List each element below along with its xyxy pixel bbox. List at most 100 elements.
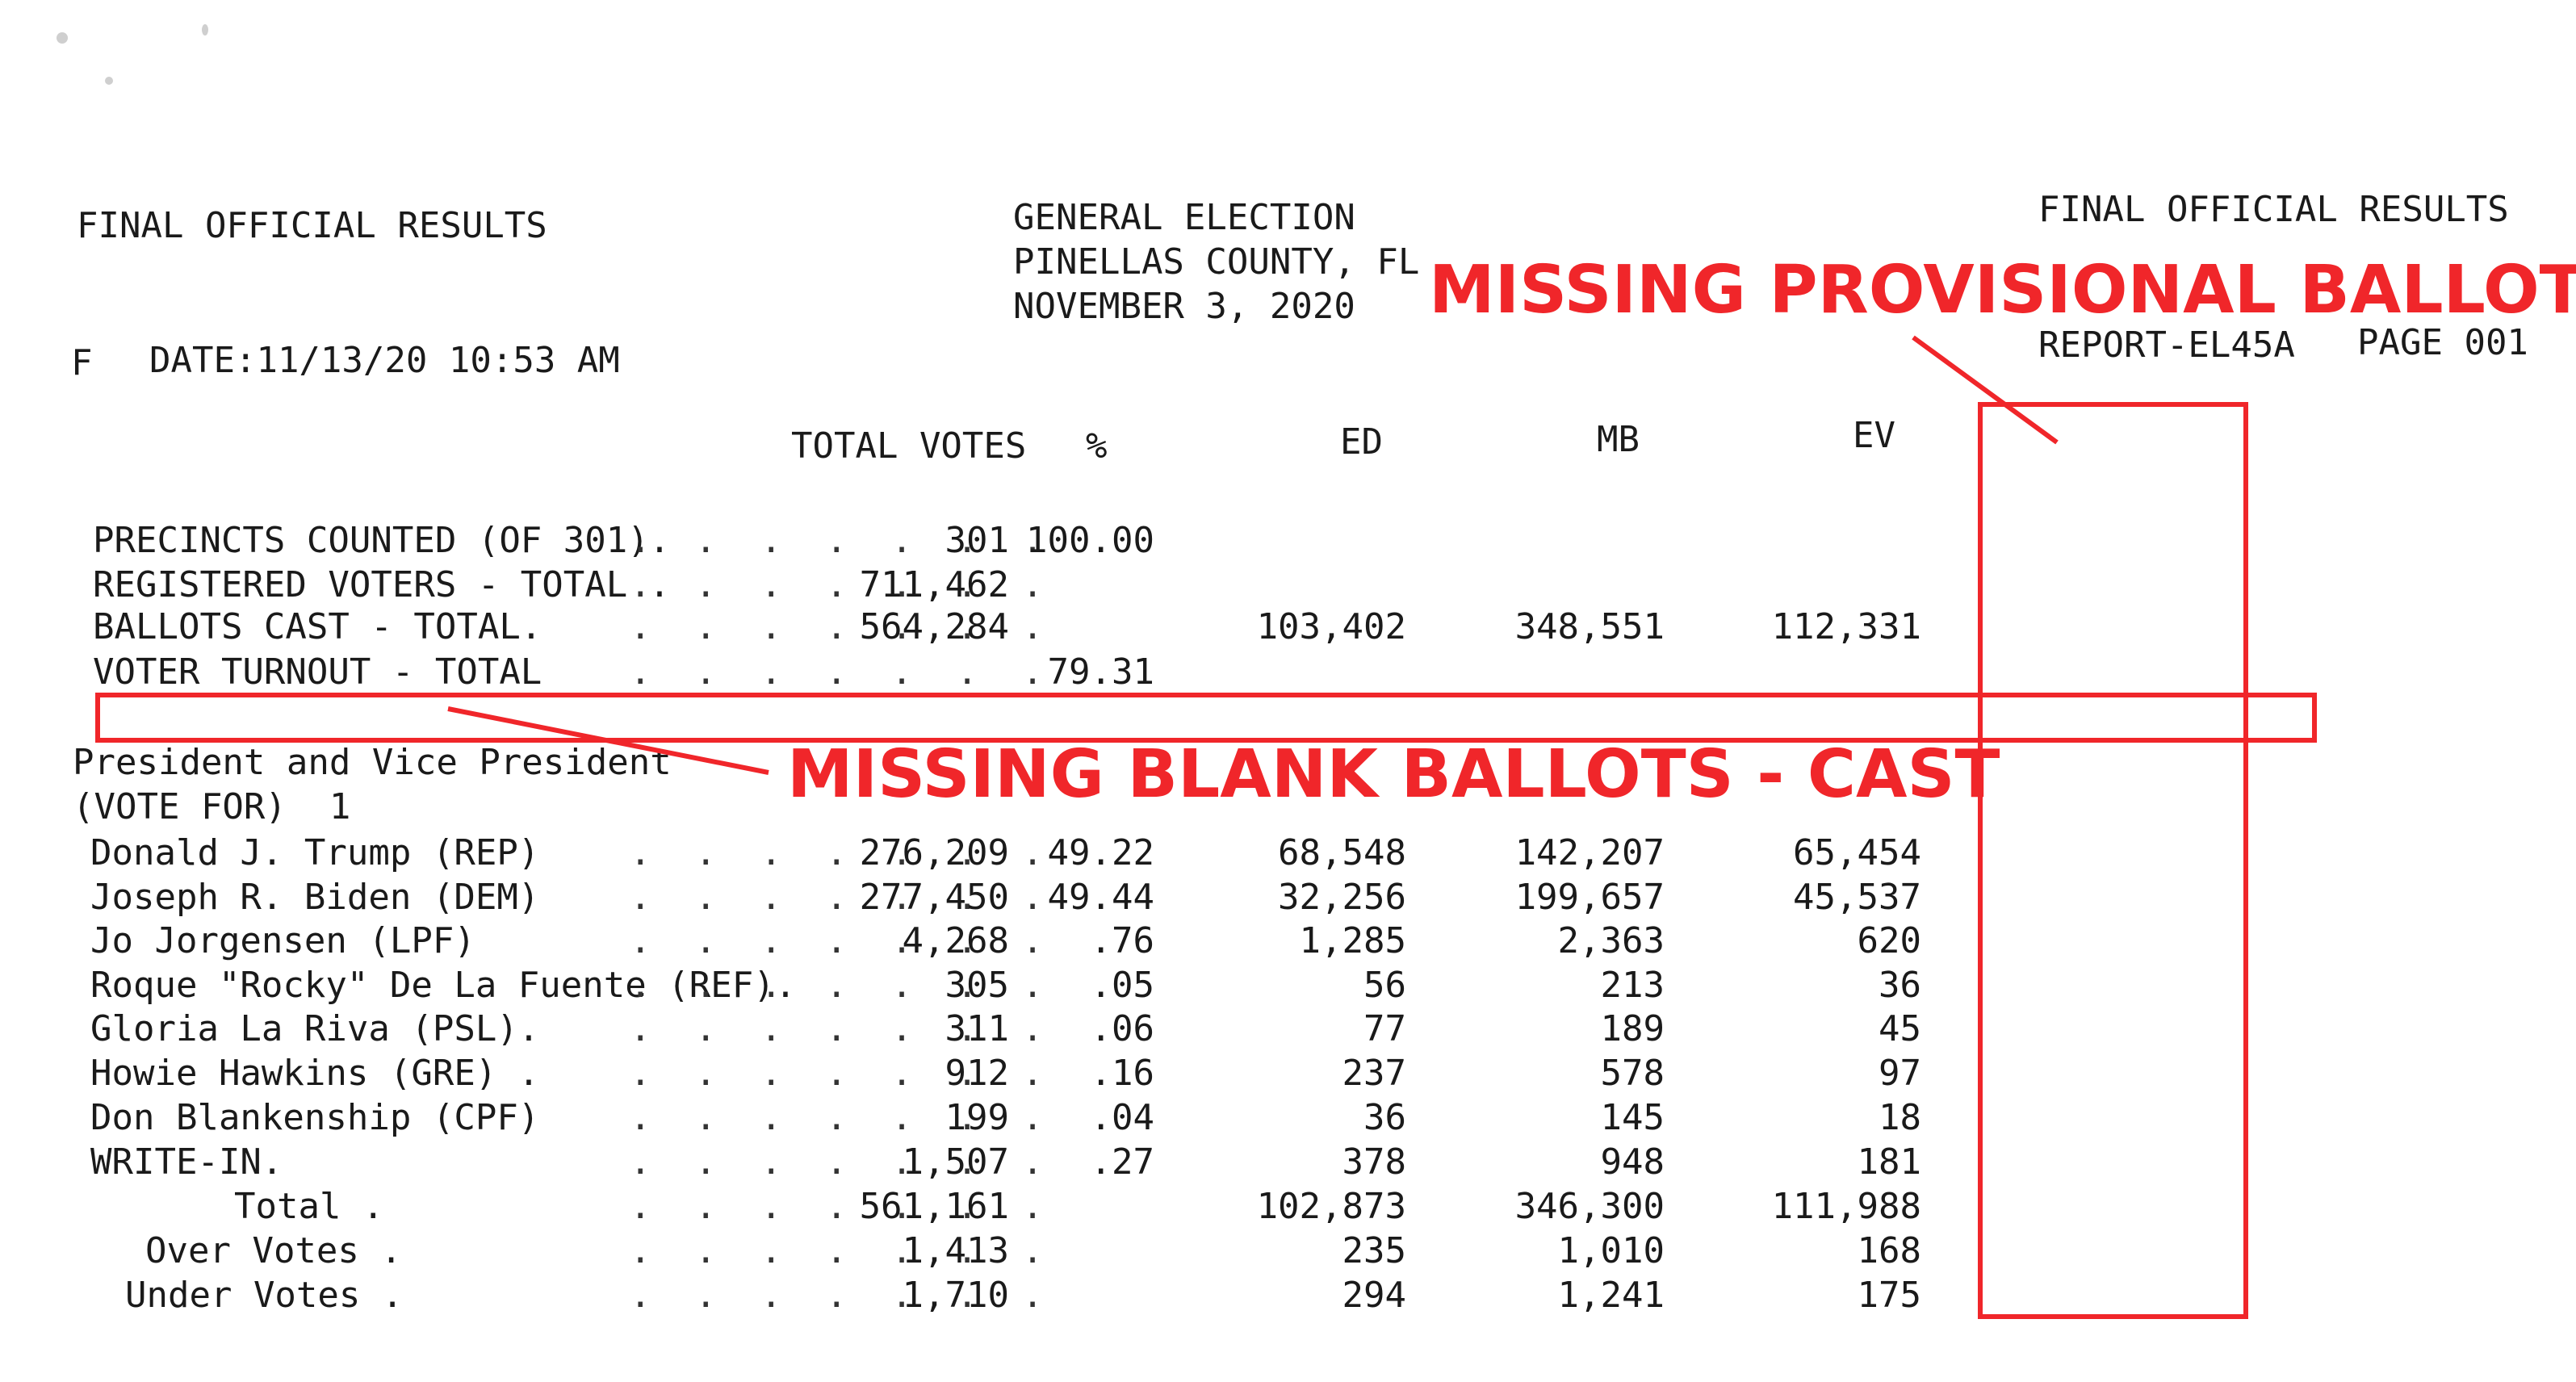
candidate-mb-cell: 1,241 bbox=[1557, 1275, 1665, 1316]
scan-speck bbox=[57, 32, 68, 44]
candidate-pct-cell: .05 bbox=[1090, 965, 1154, 1006]
candidate-ed-cell: 378 bbox=[1342, 1141, 1406, 1183]
candidate-ed-cell: 36 bbox=[1363, 1097, 1406, 1138]
right-report-title: FINAL OFFICIAL RESULTS bbox=[2038, 189, 2509, 230]
candidate-ed-cell: 102,873 bbox=[1256, 1186, 1406, 1227]
leader-dots: . . . . . . . bbox=[630, 1186, 1055, 1227]
candidate-total-cell: 561,161 bbox=[859, 1186, 1009, 1227]
leader-dots: . . . . . . . bbox=[630, 920, 1055, 961]
contest-title: President and Vice President bbox=[73, 742, 672, 783]
candidate-label: Jo Jorgensen (LPF) bbox=[90, 920, 475, 961]
leader-dots: . . . . . . . bbox=[630, 877, 1055, 918]
candidate-mb-cell: 578 bbox=[1600, 1053, 1665, 1094]
candidate-ev-cell: 97 bbox=[1879, 1053, 1921, 1094]
col-mb: MB bbox=[1597, 419, 1640, 460]
summary-pct-cell: 100.00 bbox=[1026, 520, 1154, 561]
candidate-total-cell: 1,710 bbox=[902, 1275, 1009, 1316]
candidate-mb-cell: 142,207 bbox=[1514, 832, 1665, 873]
candidate-label: Joseph R. Biden (DEM) bbox=[90, 877, 540, 918]
candidate-ed-cell: 237 bbox=[1342, 1053, 1406, 1094]
leader-dots: . . . . . . . bbox=[630, 1275, 1055, 1316]
candidate-label: Under Votes . bbox=[125, 1275, 404, 1316]
candidate-pct-cell: 49.44 bbox=[1047, 877, 1154, 918]
candidate-mb-cell: 346,300 bbox=[1514, 1186, 1665, 1227]
candidate-ed-cell: 1,285 bbox=[1299, 920, 1406, 961]
summary-mb-cell: 348,551 bbox=[1514, 606, 1665, 647]
candidate-ed-cell: 77 bbox=[1363, 1008, 1406, 1049]
report-id: REPORT-EL45A bbox=[2038, 325, 2295, 366]
col-percent: % bbox=[1086, 425, 1108, 467]
candidate-ed-cell: 32,256 bbox=[1278, 877, 1406, 918]
provisional-column-highlight bbox=[1978, 402, 2248, 1319]
col-ev: EV bbox=[1853, 415, 1895, 456]
candidate-ev-cell: 65,454 bbox=[1793, 832, 1921, 873]
date-prefix: F bbox=[71, 342, 93, 383]
report-date: DATE:11/13/20 10:53 AM bbox=[149, 340, 620, 381]
candidate-label: Roque "Rocky" De La Fuente (REF). bbox=[90, 965, 797, 1006]
summary-ed-cell: 103,402 bbox=[1256, 606, 1406, 647]
candidate-mb-cell: 948 bbox=[1600, 1141, 1665, 1183]
candidate-total-cell: 199 bbox=[945, 1097, 1009, 1138]
candidate-label: Donald J. Trump (REP) bbox=[90, 832, 540, 873]
leader-dots: . . . . . . . bbox=[630, 1097, 1055, 1138]
candidate-pct-cell: .16 bbox=[1090, 1053, 1154, 1094]
summary-label: VOTER TURNOUT - TOTAL bbox=[93, 651, 542, 693]
leader-dots: . . . . . . . bbox=[630, 965, 1055, 1006]
candidate-total-cell: 1,413 bbox=[902, 1230, 1009, 1271]
candidate-ev-cell: 45 bbox=[1879, 1008, 1921, 1049]
candidate-total-cell: 912 bbox=[945, 1053, 1009, 1094]
summary-pct-cell: 79.31 bbox=[1047, 651, 1154, 693]
candidate-ed-cell: 56 bbox=[1363, 965, 1406, 1006]
leader-dots: . . . . . . . bbox=[630, 1230, 1055, 1271]
candidate-label: Over Votes . bbox=[145, 1230, 402, 1271]
summary-label: PRECINCTS COUNTED (OF 301). bbox=[93, 520, 671, 561]
candidate-mb-cell: 2,363 bbox=[1557, 920, 1665, 961]
candidate-ev-cell: 111,988 bbox=[1771, 1186, 1921, 1227]
blank-ballots-row-highlight bbox=[95, 693, 2317, 743]
candidate-ev-cell: 18 bbox=[1879, 1097, 1921, 1138]
candidate-pct-cell: .04 bbox=[1090, 1097, 1154, 1138]
leader-dots: . . . . . . . bbox=[630, 564, 1055, 605]
provisional-pointer-line bbox=[1912, 335, 2059, 445]
candidate-label: Total . bbox=[234, 1186, 384, 1227]
leader-dots: . . . . . . . bbox=[630, 1141, 1055, 1183]
candidate-ev-cell: 175 bbox=[1857, 1275, 1921, 1316]
leader-dots: . . . . . . . bbox=[630, 520, 1055, 561]
candidate-ev-cell: 45,537 bbox=[1793, 877, 1921, 918]
candidate-mb-cell: 145 bbox=[1600, 1097, 1665, 1138]
left-report-title: FINAL OFFICIAL RESULTS bbox=[77, 205, 547, 246]
candidate-ed-cell: 68,548 bbox=[1278, 832, 1406, 873]
leader-dots: . . . . . . . bbox=[630, 1053, 1055, 1094]
candidate-ev-cell: 181 bbox=[1857, 1141, 1921, 1183]
candidate-pct-cell: .06 bbox=[1090, 1008, 1154, 1049]
summary-total-cell: 711,462 bbox=[859, 564, 1009, 605]
election-date: NOVEMBER 3, 2020 bbox=[1013, 286, 1355, 327]
candidate-ed-cell: 235 bbox=[1342, 1230, 1406, 1271]
col-total-votes: TOTAL VOTES bbox=[791, 425, 1027, 467]
missing-blank-label: MISSING BLANK BALLOTS - CAST bbox=[787, 736, 2000, 813]
county-name: PINELLAS COUNTY, FL bbox=[1013, 241, 1420, 283]
candidate-label: Howie Hawkins (GRE) . bbox=[90, 1053, 540, 1094]
page-number: PAGE 001 bbox=[2357, 322, 2528, 363]
summary-ev-cell: 112,331 bbox=[1771, 606, 1921, 647]
scan-speck bbox=[202, 24, 208, 36]
candidate-ev-cell: 620 bbox=[1857, 920, 1921, 961]
candidate-ev-cell: 36 bbox=[1879, 965, 1921, 1006]
blank-pointer-line bbox=[447, 706, 769, 775]
candidate-label: Don Blankenship (CPF) bbox=[90, 1097, 540, 1138]
leader-dots: . . . . . . . bbox=[630, 651, 1055, 693]
candidate-pct-cell: 49.22 bbox=[1047, 832, 1154, 873]
candidate-total-cell: 305 bbox=[945, 965, 1009, 1006]
scan-speck bbox=[105, 77, 113, 85]
col-ed: ED bbox=[1340, 421, 1383, 463]
leader-dots: . . . . . . . bbox=[630, 832, 1055, 873]
candidate-pct-cell: .76 bbox=[1090, 920, 1154, 961]
candidate-label: Gloria La Riva (PSL). bbox=[90, 1008, 540, 1049]
candidate-ed-cell: 294 bbox=[1342, 1275, 1406, 1316]
candidate-total-cell: 277,450 bbox=[859, 877, 1009, 918]
candidate-total-cell: 276,209 bbox=[859, 832, 1009, 873]
missing-provisional-label: MISSING PROVISIONAL BALLOTS bbox=[1429, 252, 2576, 329]
election-name: GENERAL ELECTION bbox=[1013, 197, 1355, 238]
candidate-ev-cell: 168 bbox=[1857, 1230, 1921, 1271]
